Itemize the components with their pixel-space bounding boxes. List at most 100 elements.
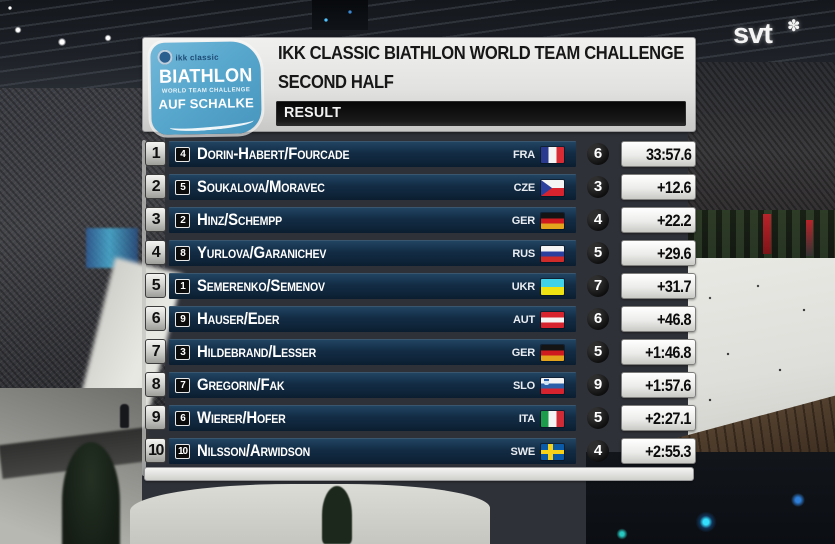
team-names: Hildebrand/Lesser [197,342,317,361]
bib-number: 7 [175,378,190,393]
shooting-misses-badge: 9 [587,374,609,396]
rank-badge: 5 [145,273,166,298]
crowd-right-background [688,62,835,227]
country-flag-icon [541,378,564,394]
result-row: 3 2 Hinz/Schempp GER 4 +22.2 [142,207,696,233]
event-logo: ikk classic BIATHLON WORLD TEAM CHALLENG… [150,41,262,135]
team-bar: 10 Nilsson/Arwidson SWE [169,438,576,464]
results-panel: ikk classic BIATHLON WORLD TEAM CHALLENG… [142,37,696,483]
time-box: +1:57.6 [621,372,696,398]
rank-badge: 10 [145,438,166,463]
team-names: Gregorin/Fak [197,375,285,394]
shooting-misses-badge: 6 [587,308,609,330]
time-value: +22.2 [656,211,692,230]
bib-number: 2 [175,213,190,228]
team-bar: 5 Soukalova/Moravec CZE [169,174,576,200]
snow-bottom-background [130,484,490,544]
broadcaster-star-icon: ✽ [787,18,801,35]
team-names: Semerenko/Semenov [197,276,325,295]
broadcaster-logo-text: svt [733,18,773,50]
team-bar: 2 Hinz/Schempp GER [169,207,576,233]
rank-badge: 6 [145,306,166,331]
rank-badge: 2 [145,174,166,199]
event-stage: SECOND HALF [278,72,394,92]
event-logo-location: AUF SCHALKE [158,95,255,112]
time-value: +2:55.3 [645,442,691,461]
rank-badge: 9 [145,405,166,430]
time-box: +22.2 [621,207,696,233]
team-bar: 6 Wierer/Hofer ITA [169,405,576,431]
section-label-bar: RESULT [276,101,686,126]
country-code: GER [511,347,535,359]
result-row: 2 5 Soukalova/Moravec CZE 3 +12.6 [142,174,696,200]
logo-swoosh-icon [169,114,254,134]
red-banner-background [806,220,813,256]
country-code: SWE [510,446,536,458]
rank-badge: 7 [145,339,166,364]
event-title: IKK CLASSIC BIATHLON WORLD TEAM CHALLENG… [278,43,684,63]
rank-badge: 8 [145,372,166,397]
ikk-classic-icon [157,49,173,65]
time-value: +31.7 [656,277,692,296]
team-names: Yurlova/Garanichev [197,243,327,262]
rank-badge: 3 [145,207,166,232]
shooting-misses-badge: 6 [587,143,609,165]
shooting-misses-badge: 4 [587,440,609,462]
time-value: +1:57.6 [645,376,691,395]
country-code: FRA [512,149,535,161]
scoreboard-cube-background [312,0,368,30]
rank-column-rail [142,140,146,476]
country-flag-icon [541,180,564,196]
country-flag-icon [541,147,564,163]
country-code: AUT [512,314,535,326]
bib-number: 8 [175,246,190,261]
trees-bottom-background [430,478,620,544]
team-names: Hauser/Eder [197,309,280,328]
bib-number: 9 [175,312,190,327]
result-row: 6 9 Hauser/Eder AUT 6 +46.8 [142,306,696,332]
bib-number: 4 [175,147,190,162]
time-value: +29.6 [656,244,692,263]
country-code: GER [511,215,535,227]
team-bar: 8 Yurlova/Garanichev RUS [169,240,576,266]
result-row: 9 6 Wierer/Hofer ITA 5 +2:27.1 [142,405,696,431]
time-box: +12.6 [621,174,696,200]
result-row: 7 3 Hildebrand/Lesser GER 5 +1:46.8 [142,339,696,365]
result-row: 5 1 Semerenko/Semenov UKR 7 +31.7 [142,273,696,299]
time-value: +2:27.1 [645,409,691,428]
country-code: ITA [518,413,536,425]
team-bar: 3 Hildebrand/Lesser GER [169,339,576,365]
shooting-misses-badge: 3 [587,176,609,198]
time-box: +46.8 [621,306,696,332]
country-code: CZE [513,182,536,194]
time-box: +2:27.1 [621,405,696,431]
section-label: RESULT [284,104,342,121]
country-flag-icon [541,444,564,460]
team-bar: 4 Dorin-Habert/Fourcade FRA [169,141,576,167]
shooting-misses-badge: 5 [587,341,609,363]
event-logo-title: BIATHLON [158,65,253,88]
result-row: 1 4 Dorin-Habert/Fourcade FRA 6 33:57.6 [142,141,696,167]
result-row: 4 8 Yurlova/Garanichev RUS 5 +29.6 [142,240,696,266]
team-names: Nilsson/Arwidson [197,441,311,460]
event-logo-brand: ikk classic [175,52,219,63]
team-names: Dorin-Habert/Fourcade [197,144,350,163]
country-flag-icon [541,345,564,361]
country-flag-icon [541,246,564,262]
country-code: RUS [512,248,535,260]
panel-footer-bar [144,467,694,481]
team-names: Hinz/Schempp [197,210,283,229]
country-flag-icon [541,279,564,295]
country-code: SLO [512,380,535,392]
tree-left-background [62,442,120,544]
time-box: +2:55.3 [621,438,696,464]
team-bar: 9 Hauser/Eder AUT [169,306,576,332]
time-value: +46.8 [656,310,692,329]
event-logo-subtitle: WORLD TEAM CHALLENGE [161,87,251,95]
country-flag-icon [541,411,564,427]
flag-crest [544,379,549,385]
shooting-misses-badge: 5 [587,242,609,264]
bib-number: 1 [175,279,190,294]
team-names: Wierer/Hofer [197,408,286,427]
